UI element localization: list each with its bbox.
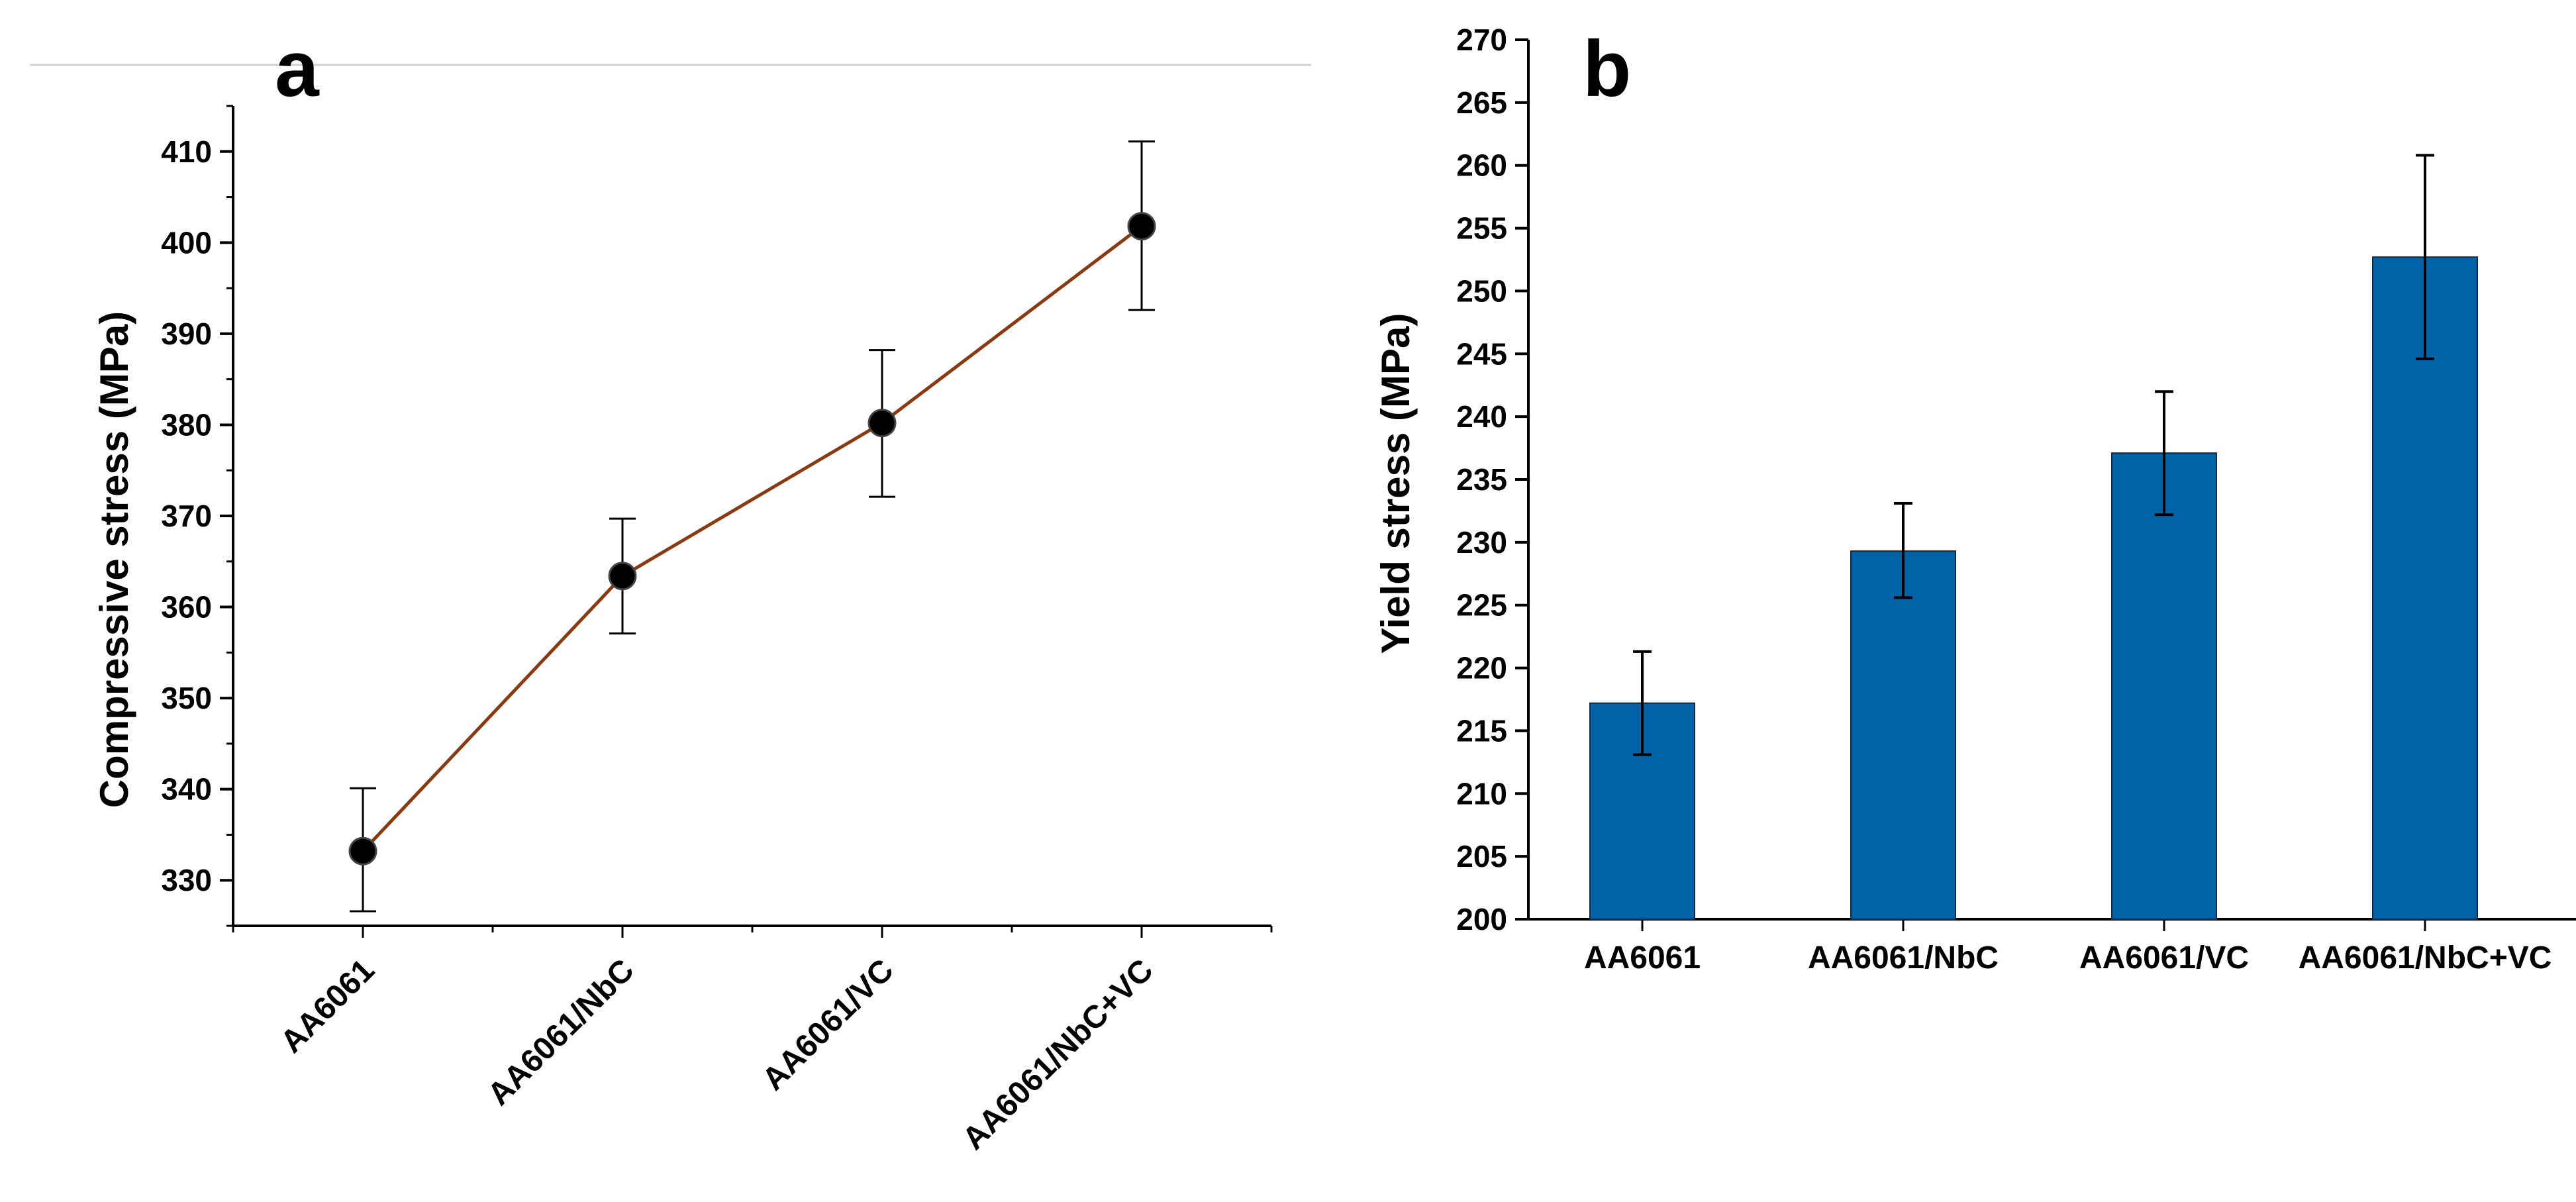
panel-b-y-tick-label: 200 <box>1456 902 1507 936</box>
panel-b-y-tick-label: 240 <box>1456 399 1507 434</box>
panel-b-x-tick-label: AA6061/NbC <box>1808 940 1999 976</box>
panel-b-y-tick-label: 210 <box>1456 776 1507 811</box>
panel-a-data-point <box>1127 212 1156 241</box>
panel-a-y-tick-label: 370 <box>161 499 212 533</box>
panel-b-y-tick-label: 235 <box>1456 462 1507 497</box>
panel-b-x-tick-label: AA6061/VC <box>2079 940 2249 976</box>
panel-b-y-tick-label: 265 <box>1456 85 1507 120</box>
panel-b-y-tick-label: 260 <box>1456 148 1507 183</box>
panel-a-x-tick-label: AA6061 <box>274 952 381 1060</box>
panel-a-compressive-chart: a Compressive stress (MPa) 3303403503603… <box>30 25 1311 1156</box>
panel-b-marks <box>1589 154 2478 921</box>
panel-b-yield-chart: b Yield stress (MPa) 200 205 210 215 220 225 2… <box>1373 23 2576 976</box>
panel-a-y-tick-label: 350 <box>161 681 212 715</box>
panel-b-x-tick-label: AA6061/NbC+VC <box>2299 940 2552 976</box>
panel-b-y-tick-label: 205 <box>1456 839 1507 874</box>
panel-a-y-tick-label: 340 <box>161 772 212 807</box>
panel-b-y-tick-label: 230 <box>1456 525 1507 560</box>
panel-b-bar <box>2111 452 2217 920</box>
panel-b-bar <box>2372 256 2478 921</box>
panel-a-data-point <box>867 409 897 438</box>
panel-a-y-tick-label: 360 <box>161 590 212 625</box>
panel-a-y-tick-label: 380 <box>161 407 212 442</box>
panel-b-y-tick-label: 250 <box>1456 274 1507 308</box>
panel-a-x-tick-label: AA6061/NbC <box>481 952 641 1112</box>
panel-a-letter: a <box>275 25 320 113</box>
panel-a-marks <box>348 140 1156 913</box>
panel-a-y-tick-label: 390 <box>161 317 212 351</box>
panel-a-x-tick-label: AA6061/VC <box>756 952 901 1097</box>
panel-b-letter: b <box>1583 25 1631 113</box>
panel-b-y-tick-label: 225 <box>1456 588 1507 623</box>
panel-a-axes: 330 340 350 360 370 380 390 400 410 AA6061 AA6061/… <box>161 105 1273 1156</box>
panel-a-y-tick-label: 410 <box>161 134 212 169</box>
panel-a-series-line <box>362 225 1143 852</box>
panel-a-y-axis-title: Compressive stress (MPa) <box>92 311 136 808</box>
panel-a-data-point <box>608 562 637 591</box>
panel-b-x-tick-label: AA6061 <box>1584 940 1701 976</box>
panel-a-x-tick-label: AA6061/NbC+VC <box>956 952 1160 1156</box>
panel-b-y-tick-label: 215 <box>1456 713 1507 748</box>
panel-b-y-tick-label: 255 <box>1456 211 1507 246</box>
panel-b-y-axis-title: Yield stress (MPa) <box>1373 313 1418 654</box>
panel-b-bar <box>1850 550 1956 920</box>
panel-a-y-tick-label: 400 <box>161 225 212 260</box>
panel-b-y-tick-label: 245 <box>1456 336 1507 371</box>
panel-a-y-tick-label: 330 <box>161 863 212 897</box>
panel-b-y-tick-label: 220 <box>1456 651 1507 685</box>
panel-b-y-tick-label: 270 <box>1456 23 1507 57</box>
panel-a-data-point <box>348 836 377 866</box>
